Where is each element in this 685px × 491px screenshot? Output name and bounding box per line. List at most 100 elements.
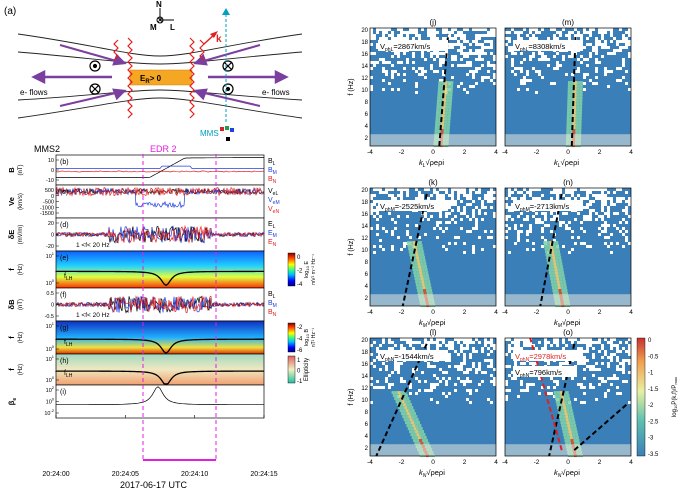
spectrum-xlabel: kM√ρeρi [554,318,581,329]
spectrum-ylabel: f (Hz) [348,388,355,405]
y-tick: 20 [361,338,368,344]
y-tick: 2 [365,446,369,452]
vph-label: VphN=-1544km/s [380,352,434,363]
panel-yunit: (Hz) [18,332,24,343]
y-tick: 8 [365,260,369,266]
panel-label: (d) [60,222,69,229]
x-tick: 2 [598,149,602,156]
fit-line [375,343,428,457]
y-tick: 4 [365,434,369,440]
y-tick: 101 [46,251,55,260]
x-tick: -4 [502,149,508,156]
panel-label: (i) [60,389,66,396]
panel-label: (m) [562,18,574,27]
legend-entry: BM [268,167,277,176]
y-tick: -10 [46,178,54,184]
panel-label: (j) [429,18,436,27]
y-tick: 500 [45,188,54,194]
y-tick: 16 [361,212,368,218]
spectrum-xlabel: kL√ρeρi [419,158,444,169]
x-tick: 0 [431,459,435,466]
y-tick: 14 [361,64,368,70]
y-tick: -0.5 [45,314,54,320]
kf-spectrum-j: (j) VphL=2867km/s -4 -2 0 2 4 kL√ρeρi 20 18 16 14 12… [348,18,498,169]
edr-label: EDR 2 [150,144,177,154]
lh-label: fLH [64,339,73,348]
x-tick: 4 [494,149,498,156]
x-tick: -4 [367,149,373,156]
panel-ylabel: δE [7,230,16,240]
axes-icon: N M L [150,0,175,32]
x-tick: 20:24:10 [181,471,208,478]
x-tick: -2 [534,459,540,466]
y-tick: 12 [361,76,368,82]
band-note: 1 <f< 20 Hz [76,312,110,319]
colorbar-label: log10 E [304,261,310,278]
fit-line [548,343,576,457]
y-tick: 16 [361,52,368,58]
legend-entry: EN [268,239,277,248]
y-tick: 8 [365,410,369,416]
x-tick: 2 [463,309,467,316]
panel-yunit: (Hz) [18,364,24,375]
vph-label: VphL=8308km/s [515,42,566,53]
legend-entry: VeM [268,197,280,206]
y-tick: 4 [365,284,369,290]
panel-ylabel: f [7,368,16,371]
panel-yunit: (mV/m) [18,225,24,245]
series-line-L [56,157,264,178]
x-tick: 2 [463,459,467,466]
axis-n-label: N [156,0,162,9]
y-tick: -500 [43,200,54,206]
flow-left-label: e- flows [20,88,48,97]
series-line-M [56,165,264,169]
legend-entry: VeL [268,188,278,197]
x-tick: 0 [566,309,570,316]
electron-flow-arrows [31,44,289,107]
y-tick: 12 [361,386,368,392]
axis-m-label: M [150,23,157,32]
series-line-N [55,295,265,314]
x-tick: 0 [566,149,570,156]
y-tick: 101 [46,321,55,330]
x-tick: 4 [629,309,633,316]
x-tick: 0 [566,459,570,466]
colorbar-tick: -4 [297,282,303,288]
series-line-N [55,224,265,244]
spectrum-xlabel: kM√ρeρi [419,318,446,329]
x-tick: 4 [494,309,498,316]
y-tick: 20 [48,221,54,227]
y-tick: 14 [361,374,368,380]
y-tick: -20 [46,244,54,250]
legend-entry: VeN [268,206,279,215]
y-tick: 0.5 [46,291,54,297]
panel-ylabel: f [7,268,16,271]
mms-spacecraft-icon [220,126,234,141]
x-tick: 4 [629,149,633,156]
legend-entry: BM [268,300,277,309]
y-tick: 10-2 [44,408,54,417]
colorbar-tick: -2.5 [648,419,659,425]
panel-ylabel: δB [7,299,16,310]
panel-ylabel: Ve [7,197,16,206]
colorbar-tick: -2 [297,325,303,331]
colorbar-label: Ellipticity [304,358,310,381]
panel-label: (k) [428,178,438,187]
schematic-panel: (a) N M L ER> 0 [4,0,303,141]
er-box [129,69,193,86]
lh-label: fLH [64,370,73,379]
y-tick: 6 [365,422,369,428]
y-tick: 0 [51,168,54,174]
y-tick: 20 [361,28,368,34]
colorbar-label: log10 B [304,329,310,346]
vph-label-2: VphN=796km/s [515,368,562,379]
vph-label: VphL=2867km/s [380,42,431,53]
vph-label: VphN=2978km/s [515,352,566,363]
y-tick: 10 [361,88,368,94]
y-tick: -1000 [40,205,54,211]
